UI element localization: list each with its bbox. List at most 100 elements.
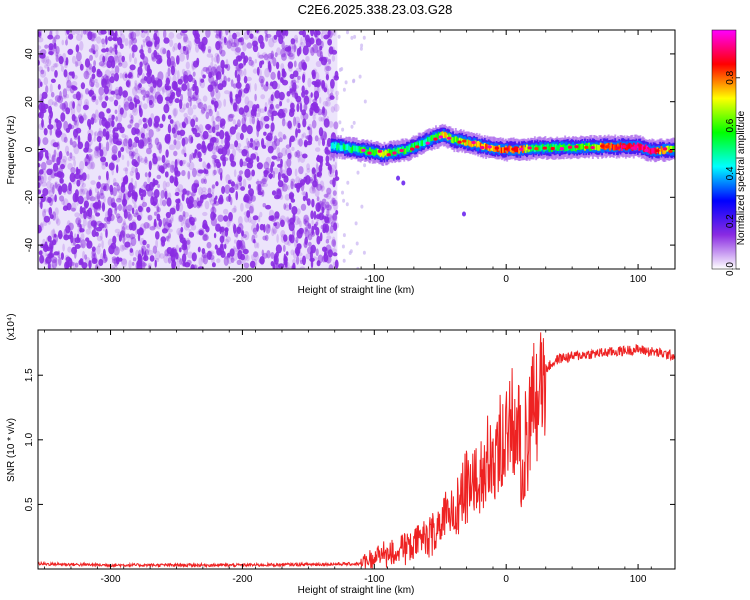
noise-speckle xyxy=(265,204,272,210)
noise-speckle xyxy=(179,237,186,244)
ridge-peak xyxy=(480,145,485,150)
noise-speckle xyxy=(55,30,59,36)
noise-speckle xyxy=(255,105,260,112)
noise-speckle xyxy=(138,83,142,89)
noise-speckle xyxy=(232,247,239,252)
noise-speckle xyxy=(213,30,218,33)
noise-speckle xyxy=(302,227,308,235)
ridge-cell xyxy=(524,147,527,153)
noise-speckle xyxy=(190,191,196,197)
ridge-cell xyxy=(390,149,393,156)
noise-speckle xyxy=(190,118,196,128)
noise-speckle xyxy=(112,131,119,136)
noise-speckle xyxy=(175,202,180,212)
noise-speckle xyxy=(148,160,152,171)
noise-speckle xyxy=(146,147,152,155)
noise-speckle xyxy=(135,30,140,37)
noise-speckle xyxy=(196,168,203,177)
noise-speckle xyxy=(240,51,245,59)
noise-speckle xyxy=(248,59,254,66)
noise-speckle xyxy=(71,155,76,161)
noise-speckle xyxy=(246,210,251,218)
noise-speckle xyxy=(210,216,217,227)
noise-speckle xyxy=(183,245,188,256)
noise-speckle xyxy=(38,172,42,181)
ridge-cell xyxy=(642,144,644,151)
noise-speckle xyxy=(136,88,143,94)
noise-speckle xyxy=(72,74,78,80)
ridge-peak xyxy=(377,149,383,153)
noise-speckle xyxy=(135,209,139,215)
noise-speckle xyxy=(215,83,219,94)
noise-speckle xyxy=(318,169,322,179)
noise-speckle xyxy=(273,135,278,143)
noise-speckle xyxy=(234,183,239,190)
noise-speckle xyxy=(182,159,187,165)
ridge-cell xyxy=(340,145,342,152)
noise-speckle xyxy=(170,65,175,76)
noise-speckle xyxy=(148,81,155,88)
noise-speckle xyxy=(142,40,146,48)
noise-speckle xyxy=(330,106,335,113)
ridge-peak xyxy=(433,137,438,141)
noise-speckle xyxy=(175,244,179,253)
noise-speckle xyxy=(161,154,166,164)
ridge-cell xyxy=(383,150,386,157)
noise-speckle xyxy=(302,45,309,56)
noise-speckle xyxy=(75,217,82,226)
ridge-peak xyxy=(644,148,649,153)
noise-speckle xyxy=(272,167,279,175)
noise-speckle xyxy=(302,195,306,202)
noise-speckle xyxy=(186,239,191,245)
noise-speckle xyxy=(100,156,107,163)
noise-speckle xyxy=(279,166,283,177)
noise-speckle xyxy=(107,55,115,63)
noise-speckle xyxy=(273,222,278,227)
noise-speckle xyxy=(210,81,217,87)
noise-speckle xyxy=(49,253,55,258)
noise-speckle xyxy=(220,172,223,181)
noise-speckle xyxy=(88,187,93,197)
noise-speckle xyxy=(299,102,303,113)
ridge-cell xyxy=(632,142,635,149)
noise-speckle xyxy=(91,113,96,121)
noise-speckle xyxy=(112,47,118,52)
ridge-cell xyxy=(628,142,631,149)
noise-speckle xyxy=(96,70,103,78)
noise-speckle xyxy=(181,170,186,177)
noise-speckle xyxy=(66,220,71,230)
noise-speckle xyxy=(93,132,97,139)
noise-speckle xyxy=(243,105,250,113)
noise-speckle xyxy=(224,238,230,245)
noise-speckle xyxy=(100,232,103,241)
noise-speckle xyxy=(115,213,121,219)
noise-speckle xyxy=(245,155,252,162)
noise-speckle xyxy=(332,75,337,81)
noise-speckle xyxy=(52,233,56,239)
noise-speckle xyxy=(292,258,297,265)
noise-speckle xyxy=(210,61,214,68)
noise-speckle xyxy=(219,129,225,140)
noise-speckle xyxy=(179,129,186,136)
noise-speckle xyxy=(45,59,52,67)
noise-speckle xyxy=(167,257,172,264)
noise-speckle xyxy=(223,243,227,250)
ridge-cell xyxy=(419,140,422,147)
noise-speckle xyxy=(162,180,167,191)
ridge-cell xyxy=(526,144,528,151)
noise-speckle xyxy=(325,100,331,107)
noise-speckle xyxy=(91,229,97,238)
noise-speckle xyxy=(228,212,233,222)
ridge-cell xyxy=(570,145,573,152)
noise-speckle xyxy=(326,235,332,241)
ridge-peak xyxy=(550,146,555,151)
noise-speckle xyxy=(192,71,196,77)
ridge-cell xyxy=(643,146,646,153)
noise-speckle xyxy=(255,140,260,148)
noise-speckle xyxy=(165,217,169,226)
noise-speckle xyxy=(149,255,155,262)
noise-speckle xyxy=(235,132,241,141)
noise-speckle xyxy=(249,33,254,39)
ridge-cell xyxy=(392,148,395,154)
noise-speckle xyxy=(285,202,288,209)
